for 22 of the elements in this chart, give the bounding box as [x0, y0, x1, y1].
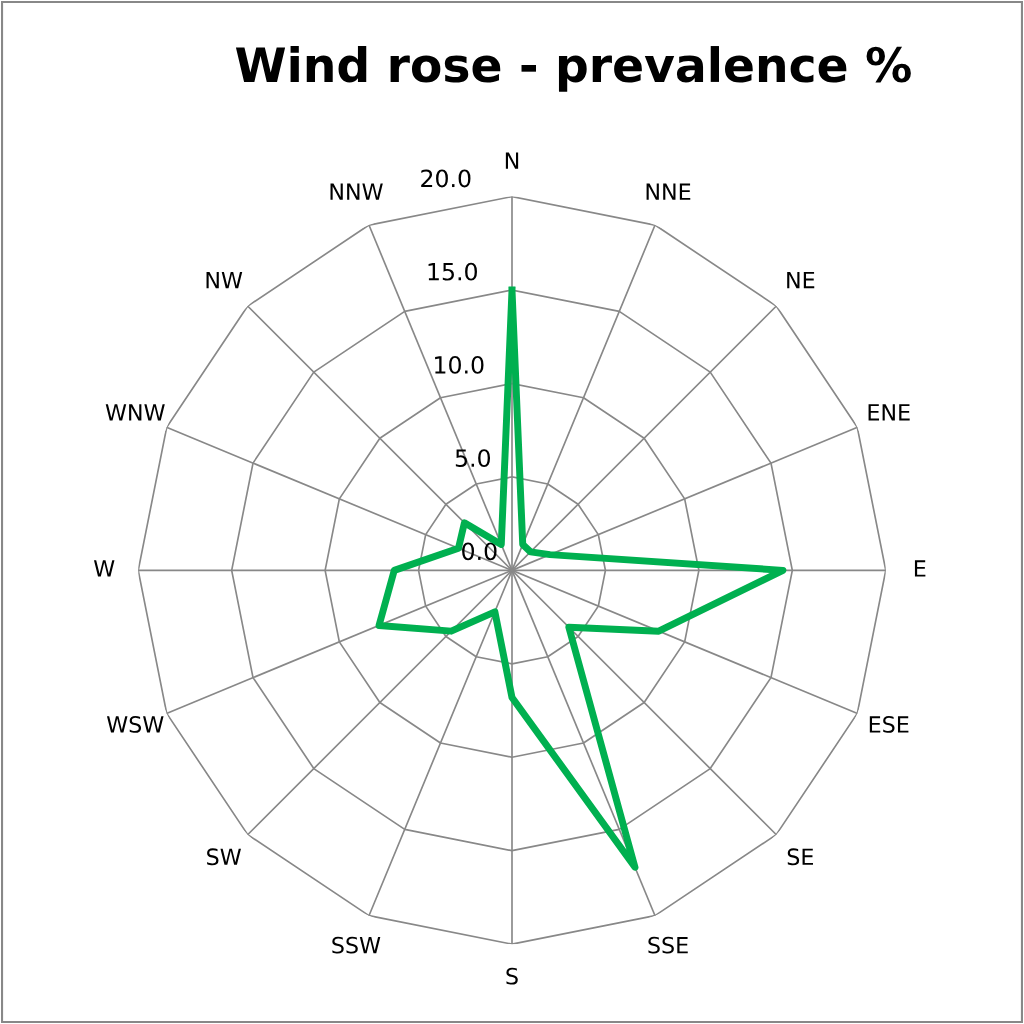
spoke-label: N: [505, 152, 519, 169]
spoke-label: NW: [206, 271, 243, 289]
spoke-label: NNW: [330, 183, 383, 200]
spoke-label: W: [93, 560, 115, 577]
spoke-label: SE: [787, 848, 813, 866]
spoke-label: ENE: [868, 404, 910, 421]
chart-title: Wind rose - prevalence %: [235, 46, 911, 92]
spoke-label: NNE: [646, 183, 691, 200]
spoke-label: WSW: [106, 716, 164, 733]
spoke-label: ESE: [869, 716, 909, 733]
spoke-label: SW: [207, 848, 241, 866]
y-tick-label: 0.0: [462, 542, 497, 561]
y-tick-label: 20.0: [421, 169, 471, 188]
spoke-label: WNW: [105, 404, 165, 421]
spoke-label: SSW: [332, 936, 381, 954]
y-tick-label: 15.0: [428, 262, 477, 281]
spoke-label: NE: [787, 271, 815, 289]
spoke-label: S: [506, 967, 518, 985]
y-tick-label: 10.0: [435, 355, 484, 374]
spoke-label: E: [914, 560, 926, 577]
y-tick-label: 5.0: [455, 449, 491, 468]
spoke-label: SSE: [648, 936, 688, 954]
